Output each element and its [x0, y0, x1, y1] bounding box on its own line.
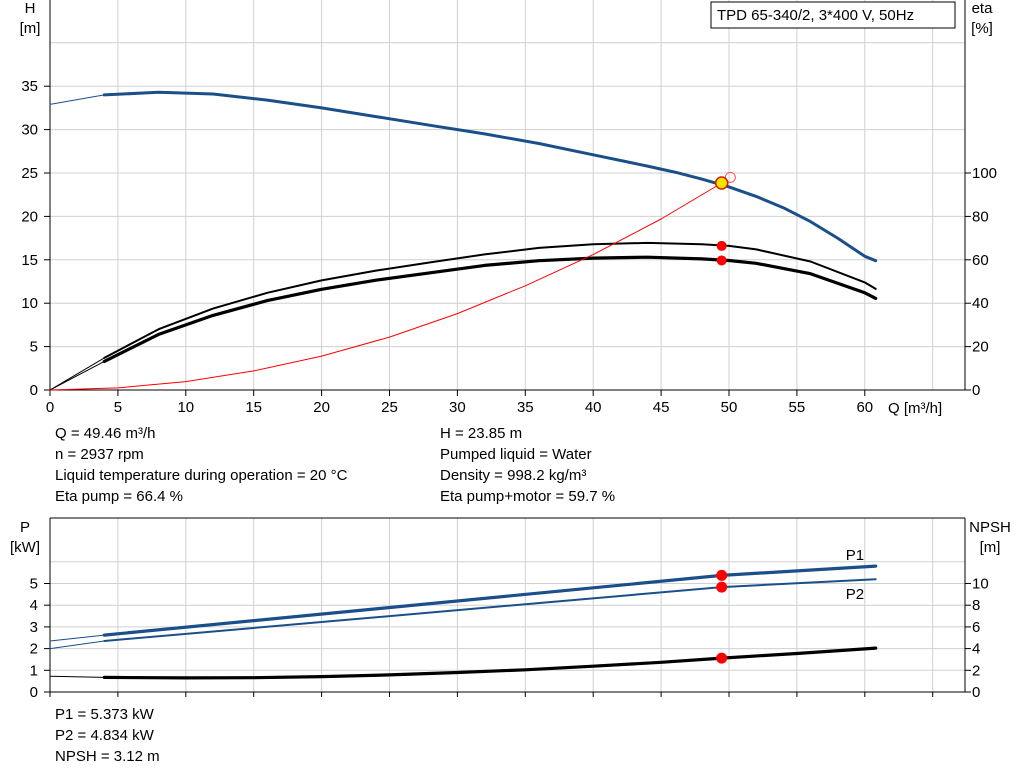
x-tick-label: 45 — [653, 399, 670, 416]
y-tick-label-left: 25 — [21, 165, 38, 182]
y-tick-label-left: 15 — [21, 252, 38, 269]
p1-curve — [102, 564, 878, 637]
y-tick-label-right: 60 — [972, 252, 989, 269]
y-tick-label-right: 8 — [972, 597, 980, 614]
y-axis-unit-left: [kW] — [10, 539, 40, 556]
eta-pump-curve-extension — [49, 357, 105, 391]
p2-point — [716, 581, 728, 593]
y-tick-label-left: 10 — [21, 295, 38, 312]
info-q: Q = 49.46 m³/h — [55, 425, 156, 442]
info-eta-pump: Eta pump = 66.4 % — [55, 488, 183, 505]
y-axis-label-right: eta — [972, 0, 994, 17]
x-tick-label: 25 — [381, 399, 398, 416]
info-eta-pump-motor: Eta pump+motor = 59.7 % — [440, 488, 616, 505]
x-tick-label: 5 — [114, 399, 122, 416]
title-box — [710, 1, 956, 29]
info-p1: P1 = 5.373 kW — [55, 706, 154, 723]
y-axis-label-left: H — [25, 0, 36, 17]
p1-point — [716, 569, 728, 581]
info-n: n = 2937 rpm — [55, 446, 144, 463]
eta-pump-point — [716, 240, 727, 251]
y-tick-label-left: 35 — [21, 78, 38, 95]
y-axis-unit-left: [m] — [20, 20, 41, 37]
npsh-point — [716, 652, 728, 664]
y-tick-label-right: 0 — [972, 684, 980, 701]
x-axis-label: Q [m³/h] — [888, 400, 942, 417]
y-tick-label-left: 5 — [30, 576, 38, 593]
y-tick-label-right: 0 — [972, 382, 980, 399]
x-tick-label: 55 — [789, 399, 806, 416]
x-tick-label: 10 — [177, 399, 194, 416]
y-tick-label-left: 0 — [30, 382, 38, 399]
y-axis-unit-right: [m] — [980, 539, 1001, 556]
eta-pump-curve — [103, 241, 877, 359]
p1-curve-extension — [49, 634, 105, 642]
y-tick-label-left: 3 — [30, 619, 38, 636]
y-tick-label-left: 5 — [30, 339, 38, 356]
info-npsh: NPSH = 3.12 m — [55, 748, 160, 765]
x-tick-label: 30 — [449, 399, 466, 416]
info-density: Density = 998.2 kg/m³ — [440, 467, 587, 484]
info-h: H = 23.85 m — [440, 425, 523, 442]
chart-title: TPD 65-340/2, 3*400 V, 50Hz — [717, 7, 914, 24]
y-tick-label-left: 1 — [30, 662, 38, 679]
y-tick-label-right: 20 — [972, 339, 989, 356]
duty-point — [714, 176, 729, 190]
y-tick-label-left: 0 — [30, 684, 38, 701]
eta-pump-motor-point — [716, 255, 727, 266]
y-tick-label-right: 6 — [972, 619, 980, 636]
y-axis-unit-right: [%] — [971, 20, 993, 37]
npsh-curve — [102, 646, 878, 680]
y-tick-label-left: 30 — [21, 122, 38, 139]
x-tick-label: 35 — [517, 399, 534, 416]
npsh-curve-extension — [49, 675, 105, 678]
y-axis-label-right: NPSH — [969, 519, 1011, 536]
x-tick-label: 50 — [721, 399, 738, 416]
x-tick-label: 40 — [585, 399, 602, 416]
p2-curve-extension — [49, 640, 105, 650]
h-curve — [102, 90, 878, 263]
x-tick-label: 15 — [245, 399, 262, 416]
info-temperature: Liquid temperature during operation = 20… — [55, 467, 348, 484]
y-tick-label-right: 10 — [972, 576, 989, 593]
system-curve — [49, 182, 723, 391]
y-axis-label-left: P — [20, 519, 30, 536]
y-tick-label-right: 80 — [972, 208, 989, 225]
eta-pump-motor-curve — [102, 255, 878, 363]
y-tick-label-left: 20 — [21, 208, 38, 225]
y-tick-label-right: 2 — [972, 662, 980, 679]
p2-curve — [103, 578, 877, 642]
x-tick-label: 0 — [46, 399, 54, 416]
y-tick-label-left: 2 — [30, 641, 38, 658]
y-tick-label-right: 4 — [972, 641, 980, 658]
x-tick-label: 60 — [856, 399, 873, 416]
y-tick-label-right: 100 — [972, 165, 997, 182]
info-liquid: Pumped liquid = Water — [440, 446, 592, 463]
p1-label: P1 — [846, 547, 864, 564]
h-curve-extension — [49, 94, 105, 105]
x-tick-label: 20 — [313, 399, 330, 416]
y-tick-label-right: 40 — [972, 295, 989, 312]
info-p2: P2 = 4.834 kW — [55, 727, 154, 744]
p2-label: P2 — [846, 586, 864, 603]
eta-pump-motor-curve-extension — [49, 360, 105, 391]
y-tick-label-left: 4 — [30, 597, 38, 614]
